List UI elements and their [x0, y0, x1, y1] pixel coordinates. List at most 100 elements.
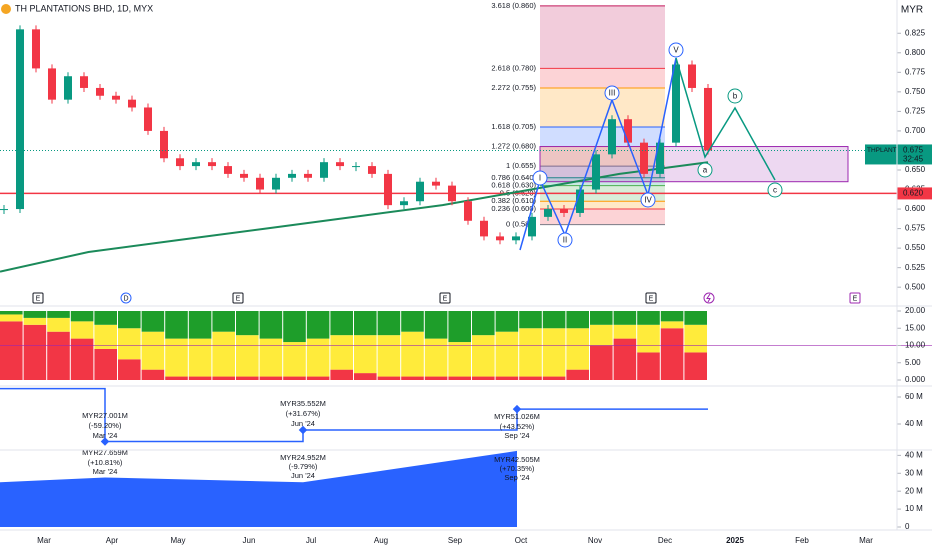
support-price-box — [897, 187, 932, 200]
indicator-bar — [590, 345, 613, 380]
indicator-tick-label: 20.00 — [905, 306, 926, 315]
countdown-label: 32:45 — [903, 155, 924, 164]
candle — [288, 173, 296, 178]
fib-band — [540, 68, 665, 88]
fin-annotation: Sep '24 — [504, 431, 529, 440]
candle — [128, 99, 136, 108]
indicator-bar — [47, 317, 70, 332]
time-axis-label: Jun — [243, 536, 256, 545]
indicator-bar — [259, 311, 283, 339]
wave-marker — [727, 88, 743, 104]
event-label: E — [36, 295, 41, 302]
candle — [688, 64, 696, 88]
wave-label: b — [733, 92, 738, 101]
symbol-title[interactable]: TH PLANTATIONS BHD, 1D, MYX — [15, 3, 153, 13]
indicator-bar — [94, 311, 117, 325]
indicator-bar — [424, 376, 448, 380]
indicator-bar — [70, 321, 94, 339]
indicator-bar — [188, 338, 212, 377]
indicator-bar — [542, 376, 566, 380]
indicator-bar — [542, 328, 566, 377]
fib-band — [540, 87, 665, 128]
indicator-bar — [47, 311, 70, 318]
price-tick-label: 0.550 — [905, 243, 926, 252]
candle — [144, 107, 152, 131]
candle — [656, 142, 664, 174]
candle — [112, 95, 120, 100]
fin-annotation: (+31.67%) — [286, 409, 321, 418]
candle — [80, 76, 88, 88]
indicator-bar — [212, 331, 235, 377]
indicator-bar — [519, 376, 542, 380]
indicator-bar — [613, 324, 637, 339]
indicator-bar — [212, 376, 235, 380]
time-axis-label: Nov — [588, 536, 602, 545]
currency[interactable]: MYR — [901, 5, 923, 16]
event-label: E — [853, 295, 858, 302]
indicator-bar — [566, 369, 589, 380]
candle — [208, 162, 216, 167]
time-axis-label: Apr — [106, 536, 119, 545]
area — [0, 450, 517, 527]
candle — [176, 158, 184, 167]
indicator-bar — [377, 376, 401, 380]
wave-marker — [640, 192, 656, 208]
fin-annotation: Jun '24 — [291, 419, 315, 428]
wave-label: c — [773, 186, 777, 195]
candle — [304, 173, 312, 178]
point-marker — [100, 437, 110, 446]
event-label: E — [649, 295, 654, 302]
fin-annotation: Mar '24 — [93, 431, 118, 440]
split-icon — [706, 293, 711, 303]
event-label: D — [123, 295, 128, 302]
indicator-bar — [94, 324, 117, 349]
indicator-bar — [613, 338, 637, 380]
fin-annotation: (-9.79%) — [289, 462, 318, 471]
indicator-bar — [424, 311, 448, 339]
indicator-bar — [660, 328, 684, 380]
indicator-bar — [283, 342, 306, 377]
time-axis-label: Mar — [37, 536, 51, 545]
candle — [592, 154, 600, 190]
indicator-bar — [259, 376, 283, 380]
indicator-bar — [519, 311, 542, 329]
time-axis-label: Mar — [859, 536, 873, 545]
fib-band — [540, 166, 665, 178]
indicator-bar — [637, 324, 660, 353]
indicator-bar — [660, 321, 684, 329]
indicator-tick-label: 5.00 — [905, 358, 921, 367]
indicator-bar — [354, 335, 377, 374]
indicator-bar — [70, 338, 94, 380]
fib-band — [540, 127, 665, 147]
fib-band — [540, 201, 665, 210]
fin-annotation: Sep '24 — [504, 473, 529, 482]
indicator-bar — [165, 311, 188, 339]
indicator-bar — [23, 311, 47, 318]
fin-tick-label: 30 M — [905, 468, 923, 477]
price-tick-label: 0.575 — [905, 224, 926, 233]
wave-label: a — [703, 166, 708, 175]
indicator-bar — [401, 311, 424, 332]
indicator-tick-label: 0.000 — [905, 375, 926, 384]
price-tick-label: 0.525 — [905, 263, 926, 272]
indicator-bar — [495, 331, 519, 377]
fib-label: 1.618 (0.705) — [491, 122, 536, 131]
wave-marker — [604, 85, 620, 101]
support-price-label: 0.620 — [903, 189, 924, 198]
candle — [320, 162, 328, 178]
symbol-logo[interactable] — [1, 4, 11, 14]
indicator-bar — [330, 335, 353, 370]
indicator-bar — [377, 311, 401, 336]
fin-tick-label: 40 M — [905, 450, 923, 459]
fib-band — [540, 193, 665, 202]
indicator-bar — [306, 311, 330, 339]
indicator-bar — [472, 335, 495, 377]
indicator-bar — [590, 311, 613, 325]
wave-marker — [532, 170, 548, 186]
indicator-bar — [330, 311, 353, 336]
candle — [464, 201, 472, 221]
indicator-bar — [684, 352, 707, 380]
wave-label: I — [539, 174, 541, 183]
candle — [576, 189, 584, 213]
